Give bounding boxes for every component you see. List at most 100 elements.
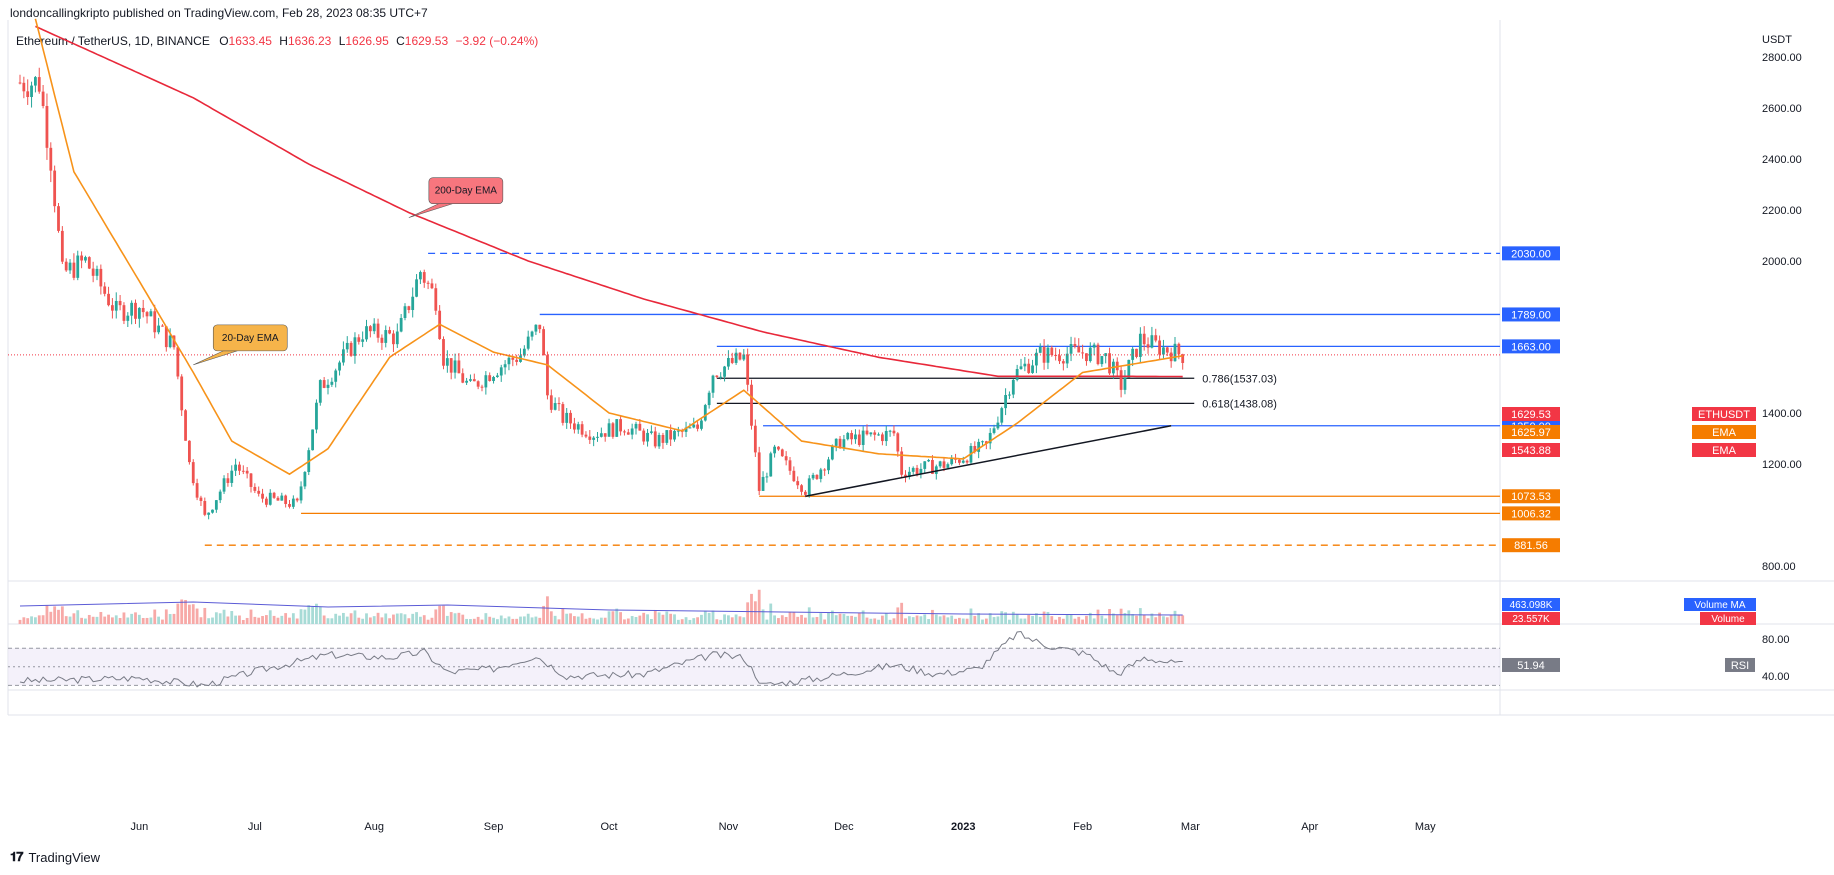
- footer-brand: 𝟏𝟕 TradingView: [10, 849, 100, 865]
- high-value: 1636.23: [287, 34, 332, 48]
- candle-body: [580, 424, 584, 435]
- volume-bar: [60, 606, 64, 624]
- candle-body: [1061, 361, 1065, 364]
- volume-bar: [730, 617, 734, 624]
- candle-body: [1135, 348, 1138, 357]
- volume-bar: [403, 614, 407, 624]
- rsi-tick: 80.00: [1762, 634, 1790, 646]
- candle-body: [973, 445, 977, 452]
- volume-bar: [338, 615, 341, 624]
- high-label: H: [279, 34, 288, 48]
- volume-bar: [134, 612, 137, 624]
- volume-bar: [515, 618, 519, 624]
- volume-bar: [877, 619, 880, 624]
- candle-body: [1127, 359, 1131, 378]
- volume-bar: [584, 618, 588, 624]
- trendline: [805, 425, 1172, 497]
- candle-body: [45, 105, 49, 148]
- candle-body: [203, 500, 207, 515]
- candle-body: [299, 486, 303, 501]
- candle-body: [469, 379, 472, 381]
- volume-bar: [249, 609, 253, 624]
- candle-body: [873, 432, 877, 435]
- candle-body: [453, 360, 457, 373]
- volume-bar: [461, 614, 465, 624]
- candle-body: [153, 311, 157, 333]
- candle-body: [376, 323, 380, 338]
- volume-bar: [334, 613, 338, 624]
- candle-body: [553, 403, 557, 410]
- volume-value-tag: [1502, 612, 1560, 625]
- volume-bar: [819, 613, 823, 624]
- volume-bar: [596, 619, 599, 624]
- candle-body: [118, 300, 122, 306]
- candle-body: [326, 384, 330, 388]
- volume-bar: [80, 617, 83, 624]
- volume-bar: [30, 616, 33, 624]
- volume-bar: [719, 619, 723, 624]
- candle-body: [938, 461, 942, 467]
- candle-body: [134, 302, 137, 319]
- volume-bar: [607, 611, 611, 624]
- candle-body: [927, 460, 930, 462]
- volume-bar: [207, 618, 211, 624]
- candle-body: [272, 492, 276, 498]
- candle-body: [22, 82, 26, 92]
- candle-body: [280, 495, 284, 501]
- volume-bar: [492, 617, 495, 624]
- volume-bar: [738, 616, 742, 624]
- candle-body: [1108, 353, 1111, 374]
- volume-bar: [107, 614, 110, 624]
- candle-body: [60, 230, 64, 262]
- price-tag-value-box: [1502, 443, 1560, 457]
- candle-body: [800, 485, 803, 492]
- candle-body: [384, 330, 388, 343]
- volume-bar: [977, 613, 981, 624]
- volume-bar: [619, 612, 622, 624]
- price-tag-name: ETHUSDT: [1698, 409, 1750, 421]
- volume-bar: [353, 610, 357, 624]
- volume-ma-value: 463.098K: [1510, 600, 1553, 611]
- volume-bar: [834, 615, 838, 624]
- volume-bar: [696, 617, 699, 624]
- volume-bar: [850, 615, 853, 624]
- volume-bar: [1011, 611, 1015, 624]
- volume-bar: [1119, 608, 1123, 624]
- volume-ma-tag-label: Volume MA: [1694, 600, 1745, 611]
- volume-bar: [665, 611, 669, 624]
- candle-body: [958, 459, 961, 463]
- fib-label: 0.786(1537.03): [1202, 373, 1277, 385]
- y-tick: 2600.00: [1762, 103, 1802, 115]
- candle-body: [599, 433, 603, 437]
- volume-bar: [376, 612, 380, 624]
- volume-bar: [288, 617, 291, 624]
- candle-body: [76, 255, 80, 278]
- candle-body: [184, 410, 187, 441]
- price-tag-value-box: [1502, 407, 1560, 421]
- volume-bar: [122, 612, 126, 624]
- candle-body: [881, 434, 884, 442]
- volume-bar: [95, 616, 99, 624]
- rsi-tick: 40.00: [1762, 671, 1790, 683]
- candle-body: [623, 431, 626, 433]
- level-tag-text: 1789.00: [1511, 309, 1551, 321]
- candle-body: [657, 434, 661, 447]
- volume-bar: [634, 617, 638, 624]
- candle-body: [576, 424, 580, 430]
- volume-bar: [927, 619, 930, 624]
- volume-bar: [784, 616, 788, 624]
- candle-body: [1011, 379, 1015, 395]
- volume-bar: [484, 613, 488, 624]
- candle-body: [650, 431, 653, 433]
- volume-bar: [861, 610, 865, 624]
- candle-body: [750, 384, 753, 426]
- candle-body: [711, 375, 715, 393]
- volume-bar: [426, 619, 430, 624]
- volume-bar: [53, 606, 57, 624]
- volume-bar: [542, 605, 545, 624]
- volume-bar: [965, 618, 969, 624]
- volume-bar: [1169, 615, 1173, 624]
- volume-bar: [807, 607, 811, 624]
- candle-body: [546, 355, 549, 396]
